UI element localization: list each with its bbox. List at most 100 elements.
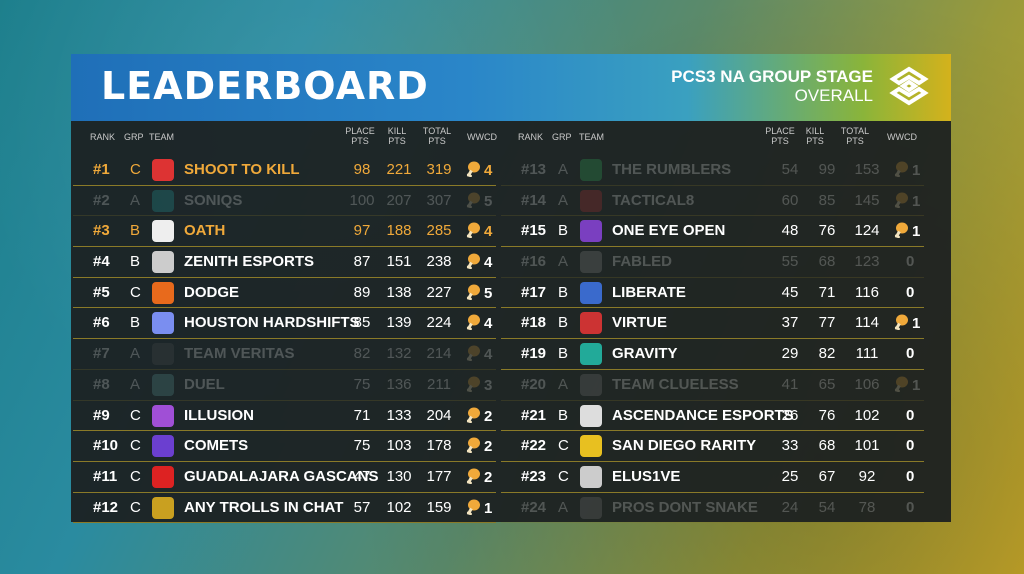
chicken-dinner-icon bbox=[466, 314, 480, 331]
leaderboard-header: LEADERBOARD PCS3 NA GROUP STAGE OVERALL bbox=[71, 54, 951, 121]
wwcd-count: 1 bbox=[912, 223, 921, 241]
table-row: #19 B GRAVITY 29 82 111 0 bbox=[501, 339, 924, 370]
kill-pts: 133 bbox=[386, 406, 412, 424]
group-cell: A bbox=[558, 253, 569, 271]
place-pts: 33 bbox=[781, 437, 799, 455]
place-pts: 100 bbox=[349, 191, 375, 209]
place-pts: 98 bbox=[353, 161, 371, 178]
team-logo-icon bbox=[152, 404, 174, 427]
team-name: GUADALAJARA GASCANS bbox=[184, 467, 379, 485]
col-wwcd: WWCD bbox=[467, 132, 497, 142]
chicken-dinner-icon bbox=[894, 222, 908, 239]
col-place-b: PTS bbox=[351, 136, 369, 146]
team-logo-icon bbox=[152, 496, 174, 519]
col-grp: GRP bbox=[124, 132, 144, 142]
total-pts: 124 bbox=[854, 222, 880, 240]
table-row: #21 B ASCENDANCE ESPORTS 26 76 102 0 bbox=[501, 401, 924, 432]
chicken-dinner-icon bbox=[894, 161, 908, 177]
place-pts: 24 bbox=[781, 498, 799, 516]
rank-cell: #14 bbox=[521, 191, 547, 209]
col-total-b: PTS bbox=[428, 136, 446, 146]
team-name: THE RUMBLERS bbox=[612, 161, 732, 178]
table-row: #3 B OATH 97 188 285 4 bbox=[73, 216, 496, 248]
place-pts: 82 bbox=[353, 345, 371, 363]
wwcd-count: 1 bbox=[912, 315, 921, 333]
group-cell: A bbox=[558, 191, 569, 209]
team-name: FABLED bbox=[612, 253, 672, 271]
group-cell: A bbox=[558, 375, 569, 393]
team-logo-icon bbox=[152, 220, 174, 243]
table-row: #8 A DUEL 75 136 211 3 bbox=[73, 370, 496, 401]
place-pts: 29 bbox=[781, 345, 799, 363]
col-kill-b: PTS bbox=[806, 136, 824, 146]
kill-pts: 76 bbox=[818, 222, 836, 240]
team-name: ELUS1VE bbox=[612, 467, 681, 485]
group-cell: B bbox=[130, 314, 141, 332]
group-cell: C bbox=[130, 161, 141, 178]
table-row: #12 C ANY TROLLS IN CHAT 57 102 159 1 bbox=[73, 493, 496, 524]
team-name: ASCENDANCE ESPORTS bbox=[612, 406, 794, 424]
table-row: #11 C GUADALAJARA GASCANS 47 130 177 2 bbox=[73, 462, 496, 493]
wwcd-cell: 1 bbox=[894, 161, 934, 179]
team-name: PROS DONT SNAKE bbox=[612, 498, 758, 516]
wwcd-cell: 1 bbox=[894, 376, 934, 394]
col-team: TEAM bbox=[579, 132, 605, 142]
rank-cell: #3 bbox=[93, 222, 110, 240]
chicken-dinner-icon bbox=[466, 468, 480, 484]
wwcd-count: 1 bbox=[484, 499, 493, 517]
kill-pts: 132 bbox=[386, 345, 412, 363]
table-row: #14 A TACTICAL8 60 85 145 1 bbox=[501, 186, 924, 217]
team-name: TEAM VERITAS bbox=[184, 345, 295, 363]
kill-pts: 68 bbox=[818, 437, 836, 455]
team-logo-icon bbox=[580, 435, 602, 458]
chicken-dinner-icon bbox=[466, 161, 480, 177]
kill-pts: 71 bbox=[818, 283, 836, 301]
place-pts: 60 bbox=[781, 191, 799, 209]
table-row: #2 A SONIQS 100 207 307 5 bbox=[73, 186, 496, 217]
team-logo-icon bbox=[580, 220, 602, 243]
wwcd-count: 4 bbox=[484, 162, 493, 179]
wwcd-cell: 4 bbox=[466, 345, 506, 363]
column-headers-left: RANK GRP TEAM PLACE PTS KILL PTS TOTAL PTS … bbox=[71, 124, 511, 150]
group-cell: C bbox=[130, 406, 141, 424]
kill-pts: 103 bbox=[386, 437, 412, 455]
col-rank: RANK bbox=[518, 132, 544, 142]
wwcd-cell: 4 bbox=[466, 161, 506, 179]
chicken-dinner-icon bbox=[894, 376, 908, 392]
wwcd-count: 5 bbox=[484, 192, 493, 210]
team-name: ILLUSION bbox=[184, 406, 254, 424]
wwcd-cell: 4 bbox=[466, 222, 506, 240]
rank-cell: #17 bbox=[521, 283, 547, 301]
rank-cell: #23 bbox=[521, 467, 547, 485]
wwcd-count: 0 bbox=[906, 345, 915, 363]
table-row: #24 A PROS DONT SNAKE 24 54 78 0 bbox=[501, 493, 924, 524]
wwcd-count: 0 bbox=[906, 253, 915, 271]
col-total-b: PTS bbox=[846, 136, 864, 146]
kill-pts: 85 bbox=[818, 191, 836, 209]
standings-right: #13 A THE RUMBLERS 54 99 153 1 #14 A TACTICAL8 60 8… bbox=[501, 155, 924, 524]
table-row: #10 C COMETS 75 103 178 2 bbox=[73, 431, 496, 462]
wwcd-count: 1 bbox=[912, 376, 921, 394]
table-row: #15 B ONE EYE OPEN 48 76 124 1 bbox=[501, 216, 924, 248]
rank-cell: #12 bbox=[93, 498, 119, 516]
rank-cell: #10 bbox=[93, 437, 119, 455]
stage-line-1: PCS3 NA GROUP STAGE bbox=[671, 67, 873, 86]
col-rank: RANK bbox=[90, 132, 116, 142]
wwcd-count: 0 bbox=[906, 406, 915, 424]
group-cell: C bbox=[130, 283, 141, 301]
place-pts: 41 bbox=[781, 375, 799, 393]
team-name: ZENITH ESPORTS bbox=[184, 253, 315, 271]
place-pts: 55 bbox=[781, 253, 799, 271]
wwcd-count: 1 bbox=[912, 192, 921, 210]
place-pts: 26 bbox=[781, 406, 799, 424]
table-row: #13 A THE RUMBLERS 54 99 153 1 bbox=[501, 155, 924, 186]
total-pts: 178 bbox=[426, 437, 452, 455]
chicken-dinner-icon bbox=[466, 407, 480, 423]
wwcd-cell: 1 bbox=[466, 499, 506, 517]
wwcd-cell: 1 bbox=[894, 222, 934, 240]
table-row: #7 A TEAM VERITAS 82 132 214 4 bbox=[73, 339, 496, 370]
kill-pts: 102 bbox=[386, 498, 412, 516]
total-pts: 106 bbox=[854, 375, 880, 393]
table-row: #1 C SHOOT TO KILL 98 221 319 4 bbox=[73, 155, 496, 186]
team-logo-icon bbox=[580, 159, 602, 181]
